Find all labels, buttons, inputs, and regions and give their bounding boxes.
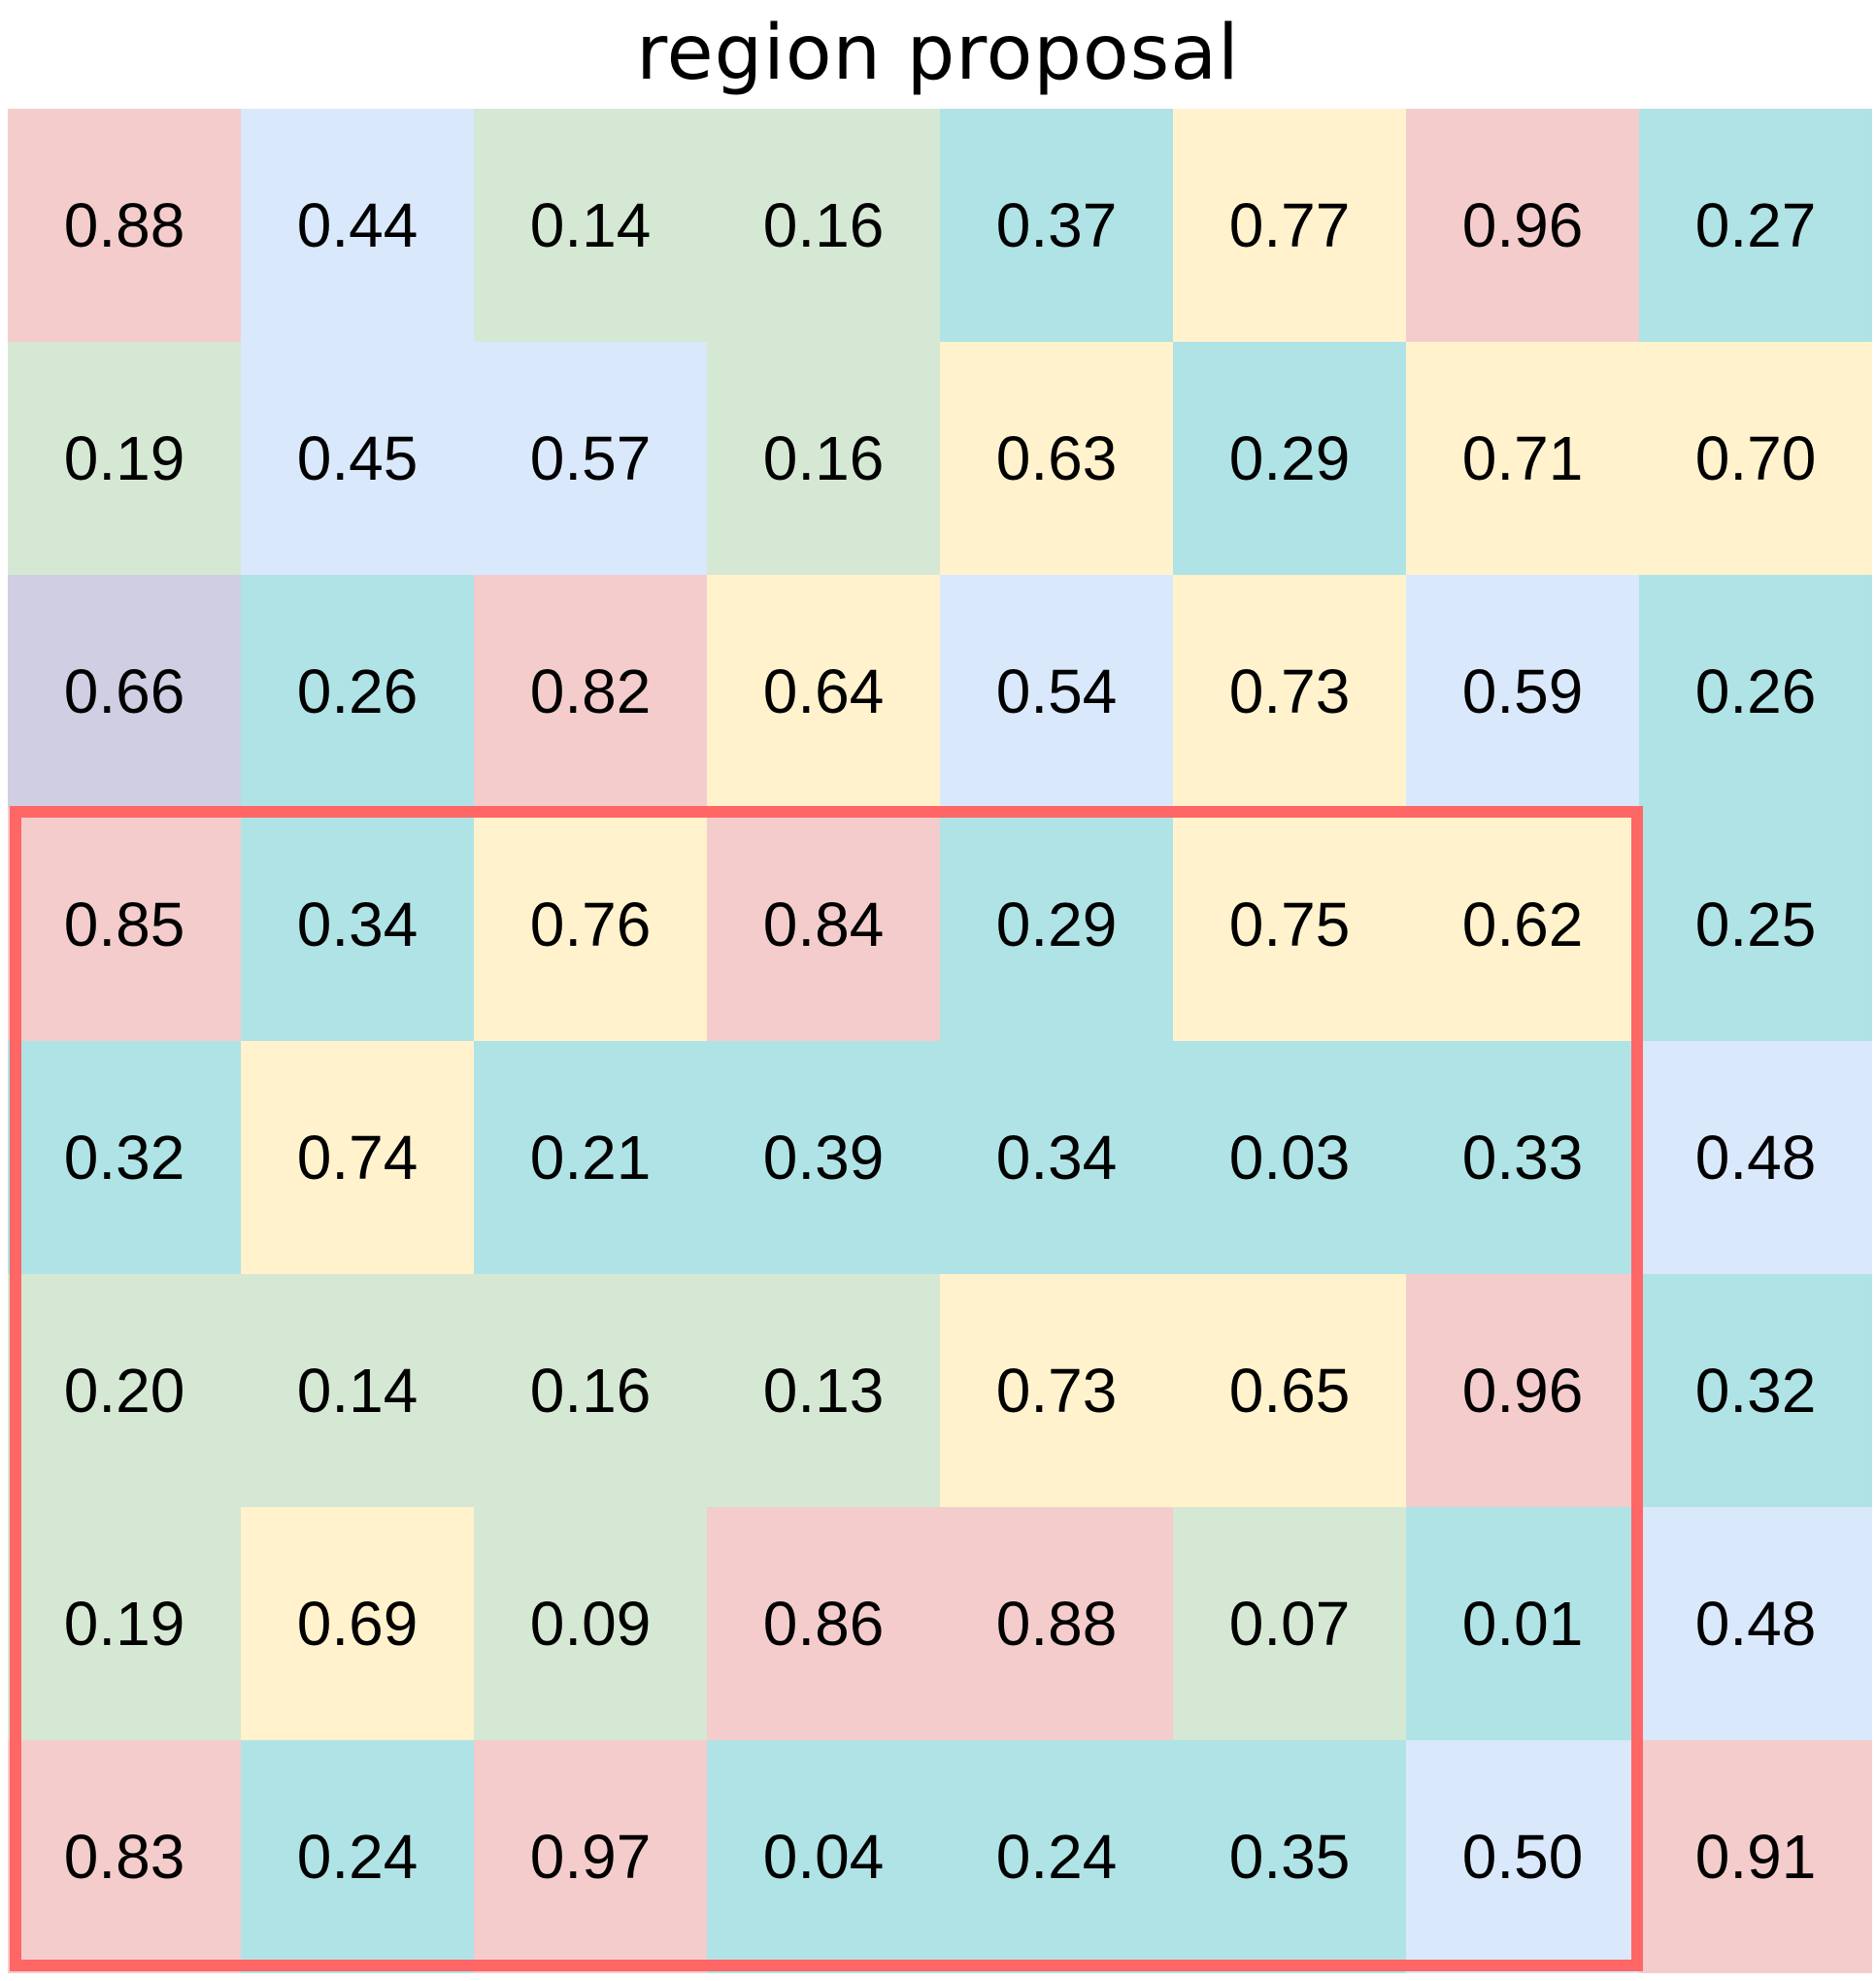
grid-cell: 0.76 — [474, 808, 707, 1041]
grid-cell: 0.69 — [241, 1507, 474, 1740]
value-grid: 0.88 0.44 0.14 0.16 0.37 0.77 0.96 0.27 0.19 0.45… — [8, 109, 1872, 1973]
grid-cell: 0.86 — [707, 1507, 940, 1740]
grid-cell: 0.26 — [1639, 575, 1872, 808]
grid-cell: 0.57 — [474, 342, 707, 575]
grid-cell: 0.48 — [1639, 1041, 1872, 1274]
grid-cell: 0.75 — [1173, 808, 1406, 1041]
grid-cell: 0.14 — [474, 109, 707, 342]
grid-cell: 0.09 — [474, 1507, 707, 1740]
grid-cell: 0.73 — [1173, 575, 1406, 808]
grid-cell: 0.13 — [707, 1274, 940, 1507]
grid-cell: 0.07 — [1173, 1507, 1406, 1740]
grid-cell: 0.29 — [940, 808, 1173, 1041]
grid-cell: 0.34 — [940, 1041, 1173, 1274]
grid-cell: 0.66 — [8, 575, 241, 808]
grid-cell: 0.04 — [707, 1740, 940, 1973]
grid-cell: 0.88 — [8, 109, 241, 342]
grid-cell: 0.97 — [474, 1740, 707, 1973]
grid-cell: 0.32 — [1639, 1274, 1872, 1507]
grid-cell: 0.35 — [1173, 1740, 1406, 1973]
grid-cell: 0.25 — [1639, 808, 1872, 1041]
grid-cell: 0.45 — [241, 342, 474, 575]
grid-cell: 0.62 — [1406, 808, 1639, 1041]
grid-cell: 0.16 — [707, 342, 940, 575]
grid-cell: 0.29 — [1173, 342, 1406, 575]
grid-cell: 0.85 — [8, 808, 241, 1041]
grid-cell: 0.54 — [940, 575, 1173, 808]
grid-cell: 0.65 — [1173, 1274, 1406, 1507]
grid-cell: 0.39 — [707, 1041, 940, 1274]
grid-cell: 0.19 — [8, 1507, 241, 1740]
grid-cell: 0.16 — [474, 1274, 707, 1507]
grid-cell: 0.84 — [707, 808, 940, 1041]
grid-cell: 0.64 — [707, 575, 940, 808]
grid-cell: 0.59 — [1406, 575, 1639, 808]
grid-cell: 0.88 — [940, 1507, 1173, 1740]
grid-cell: 0.14 — [241, 1274, 474, 1507]
grid-cell: 0.24 — [241, 1740, 474, 1973]
grid-cell: 0.96 — [1406, 1274, 1639, 1507]
grid-cell: 0.83 — [8, 1740, 241, 1973]
grid-cell: 0.77 — [1173, 109, 1406, 342]
grid-cell: 0.27 — [1639, 109, 1872, 342]
grid-cell: 0.44 — [241, 109, 474, 342]
grid-cell: 0.70 — [1639, 342, 1872, 575]
grid-cell: 0.32 — [8, 1041, 241, 1274]
grid-cell: 0.74 — [241, 1041, 474, 1274]
grid-cell: 0.82 — [474, 575, 707, 808]
grid-cell: 0.91 — [1639, 1740, 1872, 1973]
grid-cell: 0.73 — [940, 1274, 1173, 1507]
grid-cell: 0.63 — [940, 342, 1173, 575]
grid-cell: 0.96 — [1406, 109, 1639, 342]
grid-cell: 0.21 — [474, 1041, 707, 1274]
grid-cell: 0.01 — [1406, 1507, 1639, 1740]
grid-cell: 0.37 — [940, 109, 1173, 342]
grid-cell: 0.19 — [8, 342, 241, 575]
grid-cell: 0.24 — [940, 1740, 1173, 1973]
grid-cell: 0.16 — [707, 109, 940, 342]
grid-cell: 0.20 — [8, 1274, 241, 1507]
grid-cell: 0.34 — [241, 808, 474, 1041]
grid-cell: 0.71 — [1406, 342, 1639, 575]
grid-cell: 0.33 — [1406, 1041, 1639, 1274]
grid-cell: 0.03 — [1173, 1041, 1406, 1274]
grid-cell: 0.26 — [241, 575, 474, 808]
grid-cell: 0.48 — [1639, 1507, 1872, 1740]
grid-cell: 0.50 — [1406, 1740, 1639, 1973]
diagram-title: region proposal — [636, 10, 1240, 97]
